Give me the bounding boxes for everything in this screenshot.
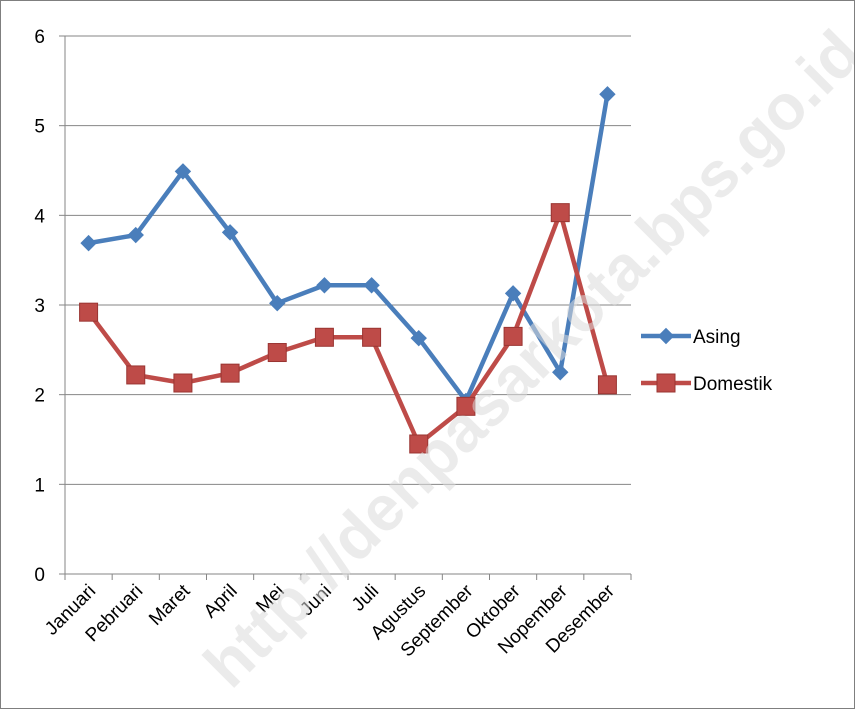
y-tick-label: 4 [34,206,45,227]
series-asing [80,86,616,410]
y-tick-label: 1 [34,475,45,496]
watermark: http://denpasarkota.bps.go.id [190,16,854,701]
series-line-asing [88,93,610,404]
data-point-asing [599,86,616,103]
data-point-asing [316,277,333,294]
data-point-domestik [409,434,429,454]
legend-swatch-marker [656,373,676,393]
data-point-domestik [126,365,146,385]
data-point-asing [127,226,144,244]
data-point-domestik [314,327,334,347]
legend-swatch-marker [657,327,675,345]
data-point-asing [221,224,239,241]
data-point-domestik [550,203,570,223]
data-point-domestik [362,327,382,347]
data-point-asing [552,364,569,381]
data-point-asing [363,277,380,294]
data-point-asing [504,285,522,302]
data-point-asing [174,163,192,180]
legend-label-domestik: Domestik [693,374,773,395]
data-point-domestik [456,396,476,416]
data-point-domestik [503,326,523,346]
legend: Asing Domestik [641,327,773,395]
y-tick-label: 5 [34,117,45,138]
data-point-asing [80,234,97,252]
gridlines [65,35,631,485]
y-tick-label: 0 [34,565,45,586]
data-point-domestik [267,343,287,363]
data-point-domestik [220,363,240,383]
data-point-asing [269,294,286,312]
data-point-domestik [79,302,99,322]
y-tick-label: 2 [34,386,45,407]
x-tick-label: Maret [145,580,195,630]
legend-label-asing: Asing [693,327,741,348]
data-point-domestik [597,375,617,395]
data-point-domestik [173,373,193,393]
data-point-asing [410,329,427,347]
series-domestik [79,203,617,454]
plot-area [79,86,617,454]
y-tick-label: 6 [34,27,45,48]
y-tick-label: 3 [34,296,45,317]
